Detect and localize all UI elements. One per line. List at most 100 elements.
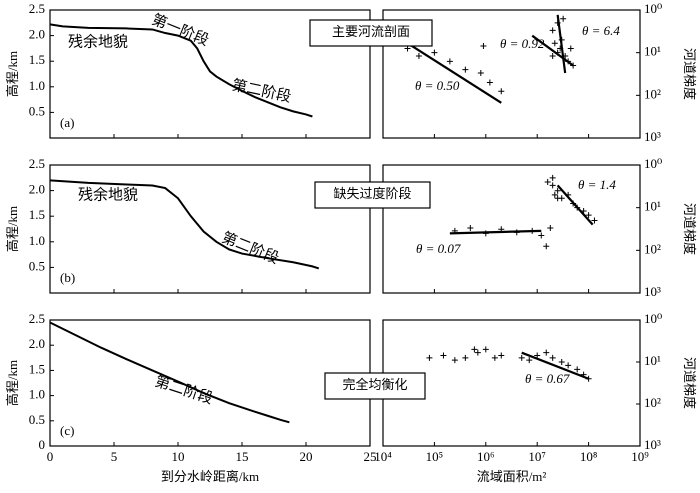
y-tick-label: 0.5 [29,103,45,118]
point [486,79,493,86]
y-axis-label: 高程/km [5,51,20,97]
point [498,352,505,359]
fit-line [556,14,567,74]
axes-frame [49,319,371,447]
y-tick-label: 10⁰ [644,156,662,171]
y-axis-label: 河道梯度 [682,48,697,100]
point [549,27,556,34]
y-tick-label: 1.5 [29,52,45,67]
point [426,354,433,361]
y-tick-label: 10⁰ [644,1,662,16]
point [446,58,453,65]
point [477,70,484,77]
y-axis-label: 河道梯度 [682,203,697,255]
fit-line [521,351,589,380]
fit-line [406,42,502,104]
y-tick-label: 2.0 [29,27,45,42]
x-axis-label: 到分水岭距离/km [161,469,259,484]
annotation: 第一阶段 [149,10,211,49]
y-tick-label: 2.0 [29,336,45,351]
y-tick-label: 1.5 [29,361,45,376]
panel-label: (b) [60,270,75,285]
y-tick-label: 2.5 [29,311,45,326]
profile-line [49,179,320,270]
y-tick-label: 1.0 [29,233,45,248]
profile-line [49,23,313,118]
point [518,354,525,361]
y-tick-label: 10³ [644,437,661,452]
x-tick-label: 10⁶ [477,449,495,464]
point [549,53,556,60]
point [534,352,541,359]
panel-title: 完全均衡化 [342,377,407,392]
y-tick-label: 2.5 [29,156,45,171]
point [440,352,447,359]
point [554,195,561,202]
point [462,354,469,361]
y-tick-label: 10² [644,241,661,256]
point [591,217,598,224]
panel-title: 主要河流剖面 [332,24,410,39]
title-box [314,181,431,209]
fit-label: θ = 6.4 [582,23,620,38]
y-tick-label: 2.0 [29,182,45,197]
annotation: 残余地貌 [78,185,138,203]
fit-line [449,229,542,235]
title-box [309,19,433,47]
axes-frame [49,9,371,139]
point [543,243,550,250]
y-tick-label: 0.5 [29,258,45,273]
profile-line [49,321,290,424]
point [551,191,558,198]
y-tick-label: 10³ [644,284,661,299]
fit-line [556,184,594,226]
x-tick-label: 15 [236,449,249,464]
y-tick-label: 0.5 [29,412,45,427]
panel-label: (c) [60,423,74,438]
y-tick-label: 10² [644,86,661,101]
x-tick-label: 0 [47,449,54,464]
y-tick-label: 2.5 [29,1,45,16]
x-tick-label: 10⁵ [426,449,444,464]
fit-line [531,34,574,67]
x-tick-label: 10⁹ [631,449,649,464]
y-axis-label: 高程/km [5,206,20,252]
point [543,349,550,356]
point [467,225,474,232]
x-tick-label: 10⁷ [528,449,546,464]
point [415,53,422,60]
point [567,45,574,52]
y-tick-label: 0 [39,437,46,452]
fit-label: θ = 0.50 [415,78,460,93]
point [544,178,551,185]
y-tick-label: 10³ [644,129,661,144]
x-tick-label: 5 [111,449,118,464]
point [585,212,592,219]
point [538,232,545,239]
fit-label: θ = 0.07 [416,241,461,256]
y-axis-label: 高程/km [5,360,20,406]
point [526,357,533,364]
y-tick-label: 10¹ [644,44,661,59]
y-tick-label: 1.0 [29,78,45,93]
point [565,362,572,369]
x-tick-label: 10 [172,449,185,464]
x-tick-label: 25 [364,449,377,464]
point [560,15,567,22]
y-tick-label: 1.5 [29,207,45,222]
y-tick-label: 10⁰ [644,311,662,326]
point [482,346,489,353]
point [551,40,558,47]
y-tick-label: 10¹ [644,353,661,368]
fit-label: θ = 0.67 [525,371,570,386]
y-tick-label: 10² [644,395,661,410]
point [554,187,561,194]
panel-title: 缺失过度阶段 [333,186,411,201]
y-tick-label: 1.0 [29,387,45,402]
axes-frame [382,164,641,294]
point [480,43,487,50]
x-axis-label: 流域面积/m² [477,469,547,484]
point [574,366,581,373]
point [491,354,498,361]
